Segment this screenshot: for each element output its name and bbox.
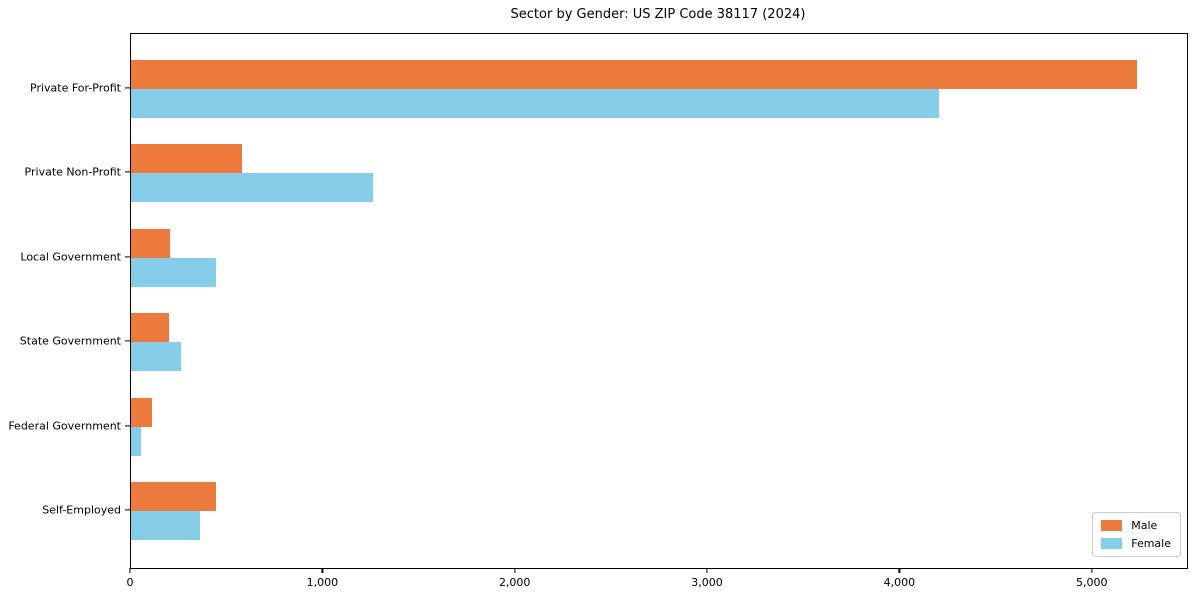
plot-area: Male Female [130, 33, 1188, 569]
bar-male-3 [131, 313, 170, 343]
bar-male-0 [131, 59, 1137, 89]
bar-female-0 [131, 88, 939, 118]
xtick-label: 5,000 [1075, 576, 1108, 589]
xtick-mark [898, 568, 900, 574]
female-swatch [1101, 538, 1123, 549]
xtick-label: 2,000 [498, 576, 531, 589]
legend-label-male: Male [1131, 519, 1158, 532]
bar-male-2 [131, 228, 171, 258]
ytick-mark [125, 171, 130, 173]
ytick-label: State Government [19, 334, 121, 348]
legend-item-male: Male [1101, 519, 1171, 532]
ytick-label: Local Government [20, 250, 121, 264]
bar-male-4 [131, 397, 153, 427]
xtick-label: 4,000 [883, 576, 916, 589]
bar-female-5 [131, 511, 201, 541]
bar-female-4 [131, 426, 141, 456]
xtick-label: 3,000 [691, 576, 723, 589]
bar-female-1 [131, 173, 374, 203]
xtick-mark [129, 568, 131, 574]
ytick-mark [125, 87, 130, 89]
legend-item-female: Female [1101, 537, 1171, 550]
ytick-label: Private For-Profit [30, 81, 121, 95]
ytick-mark [125, 425, 130, 427]
bar-male-5 [131, 482, 216, 512]
xtick-label: 1,000 [306, 576, 339, 589]
xtick-mark [1091, 568, 1093, 574]
ytick-label: Private Non-Profit [24, 165, 121, 179]
ytick-mark [125, 340, 130, 342]
ytick-label: Self-Employed [42, 503, 121, 517]
ytick-mark [125, 256, 130, 258]
male-swatch [1101, 520, 1123, 531]
legend-label-female: Female [1131, 537, 1171, 550]
xtick-label: 0 [126, 576, 134, 589]
bar-male-1 [131, 144, 242, 174]
xtick-mark [321, 568, 323, 574]
bar-female-2 [131, 257, 216, 287]
xtick-mark [706, 568, 708, 574]
ytick-mark [125, 509, 130, 511]
chart-title: Sector by Gender: US ZIP Code 38117 (202… [510, 7, 806, 22]
xtick-mark [514, 568, 516, 574]
ytick-label: Federal Government [8, 419, 121, 433]
bar-female-3 [131, 342, 181, 372]
legend: Male Female [1092, 512, 1181, 557]
